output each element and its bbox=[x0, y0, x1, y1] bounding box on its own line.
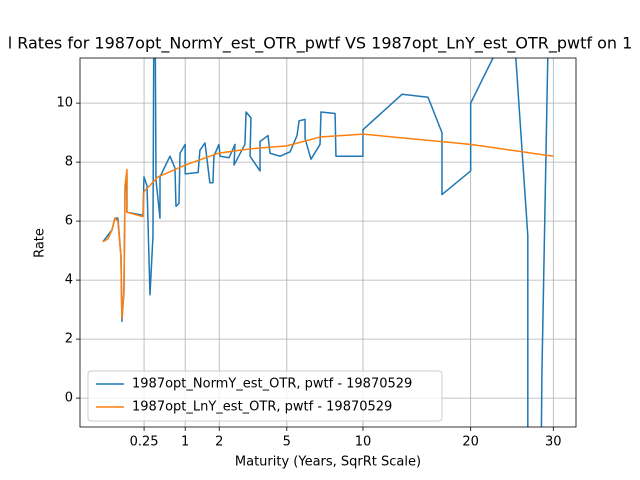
y-tick-label: 8 bbox=[65, 155, 73, 170]
x-tick-label: 20 bbox=[462, 435, 479, 450]
y-axis-label: Rate bbox=[33, 228, 48, 258]
y-tick-label: 2 bbox=[65, 332, 73, 347]
x-tick-label: 0.25 bbox=[130, 435, 159, 450]
x-axis-label: Maturity (Years, SqrRt Scale) bbox=[235, 455, 421, 470]
legend-label: 1987opt_LnY_est_OTR, pwtf - 19870529 bbox=[132, 400, 392, 415]
x-tick-label: 2 bbox=[215, 435, 223, 450]
y-tick-label: 6 bbox=[65, 214, 73, 229]
y-tick-label: 4 bbox=[65, 273, 73, 288]
legend-box bbox=[87, 370, 443, 422]
legend: 1987opt_NormY_est_OTR, pwtf - 19870529 19… bbox=[87, 370, 443, 422]
plot-area bbox=[102, 58, 554, 427]
x-tick-label: 5 bbox=[283, 435, 291, 450]
y-tick-label: 0 bbox=[65, 391, 73, 406]
series-line bbox=[102, 133, 554, 320]
x-tick-label: 1 bbox=[181, 435, 189, 450]
x-tick-label: 10 bbox=[355, 435, 372, 450]
axes-frame bbox=[79, 57, 577, 428]
chart-title: l Rates for 1987opt_NormY_est_OTR_pwtf V… bbox=[8, 34, 633, 54]
x-tick-label: 30 bbox=[545, 435, 562, 450]
y-tick-label: 10 bbox=[56, 96, 73, 111]
legend-label: 1987opt_NormY_est_OTR, pwtf - 19870529 bbox=[132, 377, 412, 392]
